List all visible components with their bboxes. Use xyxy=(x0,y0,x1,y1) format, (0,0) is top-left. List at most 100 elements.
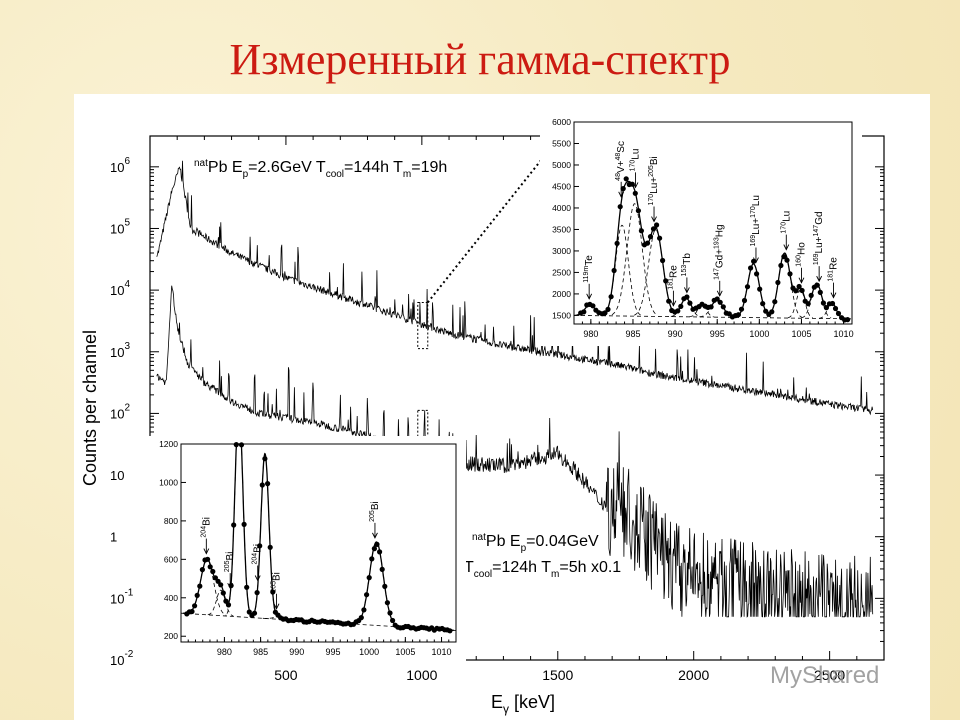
inset-bottom-background-line xyxy=(180,612,457,631)
inset-bottom-data-point xyxy=(270,589,276,595)
inset-bottom-data-point xyxy=(192,603,198,609)
y-tick-label: 102 xyxy=(110,402,130,421)
inset-top-data-point xyxy=(796,283,802,290)
inset-bottom-x-tick-label: 980 xyxy=(217,647,232,657)
spectrum-series-2 xyxy=(156,285,874,618)
y-tick-label: 10 xyxy=(110,468,124,483)
inset-bottom-data-point xyxy=(262,456,268,462)
inset-bottom-label-arrowhead xyxy=(372,532,378,539)
inset-top-x-tick-label: 1000 xyxy=(749,329,769,339)
watermark: MyShared xyxy=(770,662,880,689)
inset-bottom-y-tick-label: 1000 xyxy=(159,477,178,487)
inset-top-y-tick-label: 2000 xyxy=(552,289,571,299)
inset-bottom-data-point xyxy=(371,546,377,552)
inset-bottom-peak-label: 205Bi xyxy=(271,572,283,593)
inset-bottom-label-arrowhead xyxy=(203,548,210,555)
inset-top-label-arrowhead xyxy=(683,287,690,294)
inset-bottom-data-point xyxy=(241,521,247,527)
inset-bottom-data-point xyxy=(212,575,218,581)
inset-top-data-point xyxy=(784,257,790,263)
inset-bottom-data-point xyxy=(377,549,383,555)
inset-bottom-data-point xyxy=(387,610,393,616)
inset-bottom-y-tick-label: 400 xyxy=(164,593,178,603)
inset-bottom-data-point xyxy=(233,442,239,448)
x-tick-label: 1500 xyxy=(542,667,573,683)
inset-top-peak-label: 160Ho xyxy=(795,242,807,267)
inset-top-data-point xyxy=(808,292,814,298)
inset-bottom: 980 985 990 995 1000 1005 1010 200 400 600 800 1000… xyxy=(147,436,466,664)
zoom-box-upper xyxy=(417,301,429,350)
inset-bottom-data-point xyxy=(364,592,370,598)
inset-bottom-data-point xyxy=(254,590,260,596)
inset-bottom-peak-label: 204Bi xyxy=(252,544,264,565)
inset-bottom-data-point xyxy=(220,590,226,596)
inset-top-label-arrowhead xyxy=(816,275,823,283)
inset-bottom-data-point xyxy=(390,617,396,624)
inset-top-data-point xyxy=(738,306,745,312)
inset-bottom-data-point xyxy=(366,575,372,581)
inset-top-data-point xyxy=(617,204,623,210)
inset-top-data-point xyxy=(832,305,839,312)
inset-top-peak-label: 169Lu+147Gd xyxy=(813,211,825,265)
gamma-spectrum-figure: 500 1000 1500 2000 250010610510410310210110-… xyxy=(80,114,885,716)
main-plot: 500 1000 1500 2000 250010610510410310210110-… xyxy=(80,135,885,716)
inset-top-data-point xyxy=(608,294,614,300)
annotation-0.04gev: natPb Ep=0.04GeV xyxy=(472,532,599,554)
inset-top-component-peak xyxy=(689,304,715,318)
inset-bottom-y-tick-label: 1200 xyxy=(159,439,178,449)
inset-top-peak-label: 170Lu xyxy=(780,211,792,234)
inset-bottom-data-point xyxy=(218,582,224,588)
x-tick-label: 2500 xyxy=(814,667,845,683)
inset-top-y-tick-label: 5500 xyxy=(552,138,571,148)
inset-top-data-point xyxy=(644,240,651,246)
inset-top-data-point xyxy=(787,271,793,277)
inset-top-data-point xyxy=(657,235,663,241)
inset-top-peak-label: 170Lu+205Bi xyxy=(648,156,660,205)
inset-top-data-point xyxy=(663,278,669,284)
inset-bottom-component-peak xyxy=(207,589,234,617)
inset-top-peak-label: 169Lu+170Lu xyxy=(750,195,762,246)
inset-bottom-data-point xyxy=(447,628,453,634)
inset-top-data-point xyxy=(620,186,626,192)
inset-top-data-point xyxy=(675,308,681,314)
inset-bottom-data-point xyxy=(358,615,364,621)
inset-top-data-point xyxy=(778,262,784,269)
inset-top-data-point xyxy=(805,301,811,307)
inset-bottom-data-point xyxy=(244,584,250,590)
inset-top-data-point xyxy=(590,303,596,309)
inset-bottom-data-point xyxy=(265,481,271,487)
inset-bottom-data-point xyxy=(238,442,245,448)
inset-bottom-label-arrowhead xyxy=(273,603,280,610)
inset-bottom-data-point xyxy=(259,482,265,488)
inset-top-data-point xyxy=(623,176,629,182)
inset-top-data-point xyxy=(793,288,799,294)
inset-top-x-tick-label: 995 xyxy=(710,329,725,339)
inset-top-data-point xyxy=(769,309,775,315)
inset-top-data-point xyxy=(741,297,748,304)
inset-bottom-data-point xyxy=(205,556,211,562)
inset-bottom-data-point xyxy=(231,522,237,528)
inset-top-x-tick-label: 980 xyxy=(583,329,598,339)
inset-top-fit-curve xyxy=(576,180,850,320)
inset-top-label-arrowhead xyxy=(586,293,593,300)
inset-bottom-data-point xyxy=(382,583,388,589)
inset-top-y-tick-label: 6000 xyxy=(552,117,571,127)
inset-top-data-point xyxy=(817,289,823,295)
inset-top-data-point xyxy=(632,190,638,196)
inset-top-label-arrowhead xyxy=(716,290,723,297)
inset-top-x-tick-label: 990 xyxy=(668,329,683,339)
inset-bottom-y-tick-label: 800 xyxy=(164,516,178,526)
inset-top-x-tick-label: 985 xyxy=(625,329,640,339)
y-tick-label: 106 xyxy=(110,156,130,175)
y-tick-label: 10-2 xyxy=(110,649,134,668)
inset-top-data-point xyxy=(650,226,657,232)
inset-top-label-arrowhead xyxy=(632,182,639,189)
inset-bottom-data-point xyxy=(369,556,375,562)
inset-bottom-data-point xyxy=(251,610,258,616)
inset-top-data-point xyxy=(781,254,787,260)
slide-title: Измеренный гамма-спектр xyxy=(229,35,731,84)
inset-bottom-data-point xyxy=(189,608,195,615)
inset-top-data-point xyxy=(720,304,726,310)
inset-bottom-data-point xyxy=(210,568,216,575)
inset-top: 980 985 990 995 1000 1005 1010 1500 2000 2500 3000… xyxy=(540,114,862,346)
